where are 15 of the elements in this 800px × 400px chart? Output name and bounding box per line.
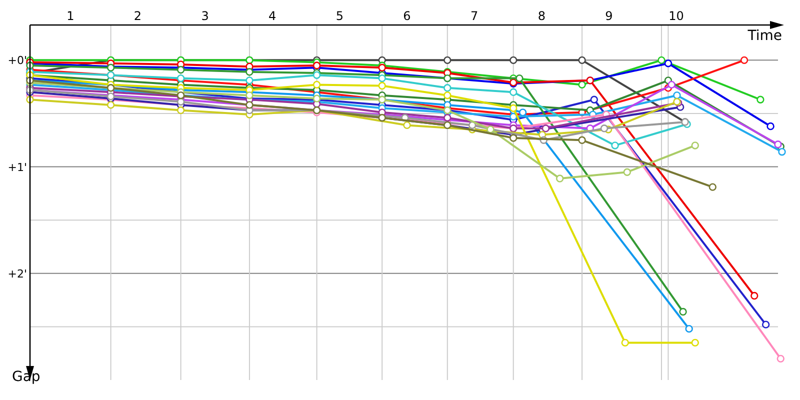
x-tick-label: 4 <box>268 9 276 23</box>
x-axis-title: Time <box>746 28 782 44</box>
x-tick-label: 1 <box>66 9 74 23</box>
x-tick-label: 2 <box>134 9 142 23</box>
y-tick-label: +2' <box>8 267 27 280</box>
y-tick-label: +0' <box>8 54 27 68</box>
x-tick-label: 5 <box>336 9 344 23</box>
x-tick-label: 10 <box>668 9 684 23</box>
x-tick-label: 7 <box>470 9 478 23</box>
x-tick-label: 8 <box>538 9 546 23</box>
y-tick-label: +1' <box>8 160 27 174</box>
y-axis-title: Gap <box>12 369 40 385</box>
x-tick-label: 9 <box>605 9 613 23</box>
x-tick-label: 6 <box>403 9 411 23</box>
x-tick-label: 3 <box>201 9 209 23</box>
